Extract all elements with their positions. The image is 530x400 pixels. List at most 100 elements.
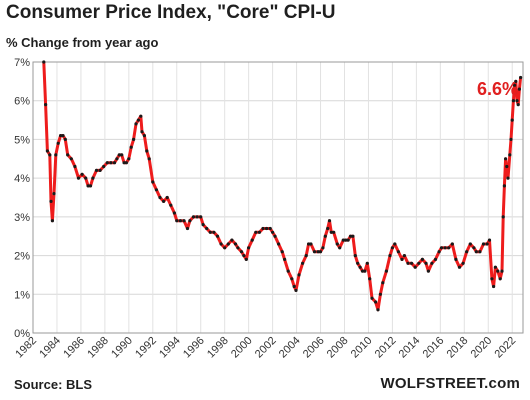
data-point [175, 219, 179, 223]
data-point [363, 269, 367, 273]
plot-frame [32, 61, 524, 334]
data-point [142, 134, 146, 138]
data-point [182, 219, 186, 223]
data-point [378, 292, 382, 296]
data-point [76, 176, 81, 180]
data-point [393, 242, 397, 246]
latest-value-callout: 6.6% [477, 79, 518, 99]
source-label: Source: BLS [14, 377, 93, 392]
data-point [48, 153, 52, 157]
x-tick-label: 2010 [349, 335, 375, 361]
data-point [297, 273, 301, 277]
data-point [360, 269, 365, 273]
data-point [341, 238, 345, 242]
x-tick-label: 1998 [205, 335, 231, 361]
data-point [502, 184, 506, 188]
data-point [439, 246, 444, 250]
data-point [158, 195, 162, 200]
data-point [139, 114, 143, 118]
data-point [517, 87, 522, 91]
data-point [49, 199, 53, 203]
data-point [199, 215, 203, 219]
data-point [109, 161, 113, 165]
data-point [292, 284, 296, 289]
data-point [400, 257, 404, 261]
data-point [201, 223, 205, 227]
data-point [356, 261, 360, 265]
data-point [353, 254, 357, 258]
y-tick-label: 3% [14, 212, 30, 224]
data-point [457, 265, 462, 269]
data-point [368, 277, 372, 281]
data-point [500, 269, 504, 273]
data-point [162, 199, 166, 203]
data-point [381, 281, 385, 285]
x-tick-label: 2022 [493, 335, 519, 361]
data-point [134, 122, 138, 126]
data-point [42, 60, 46, 64]
data-point [478, 250, 482, 254]
data-point [338, 246, 342, 250]
data-point [257, 230, 261, 234]
data-point [273, 234, 277, 238]
data-point [44, 103, 48, 107]
data-point [219, 242, 223, 246]
data-point [365, 261, 369, 265]
data-point [396, 250, 400, 254]
data-point [516, 103, 520, 107]
data-point [424, 261, 428, 265]
data-point [388, 254, 392, 258]
x-tick-label: 2000 [229, 335, 255, 361]
data-point [318, 250, 323, 254]
data-point [420, 257, 424, 261]
data-point [185, 226, 190, 231]
series-line [42, 61, 523, 312]
data-point [63, 137, 67, 141]
data-point [236, 246, 240, 250]
series-core-cpi [42, 60, 523, 312]
data-point [519, 75, 523, 80]
data-point [129, 145, 133, 149]
x-tick-label: 2018 [445, 335, 471, 361]
data-point [61, 134, 65, 138]
data-point [69, 157, 73, 161]
data-point [498, 277, 502, 281]
y-tick-label: 6% [14, 96, 30, 108]
data-point [511, 99, 515, 103]
data-point [230, 238, 234, 242]
x-tick-label: 2002 [253, 335, 279, 361]
data-point [226, 242, 230, 246]
data-point [233, 242, 238, 246]
data-point [358, 265, 362, 269]
data-point [485, 242, 489, 246]
y-tick-label: 4% [14, 173, 30, 185]
data-point [188, 219, 192, 223]
x-tick-label: 1988 [85, 335, 111, 361]
data-point [195, 215, 199, 219]
data-point [406, 261, 410, 265]
data-point [513, 83, 517, 87]
x-tick-label: 2008 [325, 335, 351, 361]
data-point [465, 250, 469, 254]
data-point [98, 168, 102, 172]
data-point [509, 137, 513, 141]
data-point [332, 230, 336, 234]
data-point [165, 195, 169, 200]
data-point [443, 246, 447, 250]
data-point [514, 79, 518, 83]
data-point [410, 261, 414, 265]
data-point [505, 164, 509, 169]
data-point [212, 230, 216, 234]
grid-lines [32, 61, 523, 334]
data-point [490, 277, 494, 281]
data-point [91, 176, 95, 180]
data-point [66, 153, 70, 157]
data-point [326, 226, 330, 231]
data-point [52, 192, 56, 196]
data-point [346, 238, 350, 242]
y-axis-ticks: 0% 1% 2% 3% 4% 5% 6% 7% [14, 57, 30, 340]
data-point [426, 269, 430, 273]
data-point [309, 242, 313, 246]
data-point [504, 157, 508, 161]
